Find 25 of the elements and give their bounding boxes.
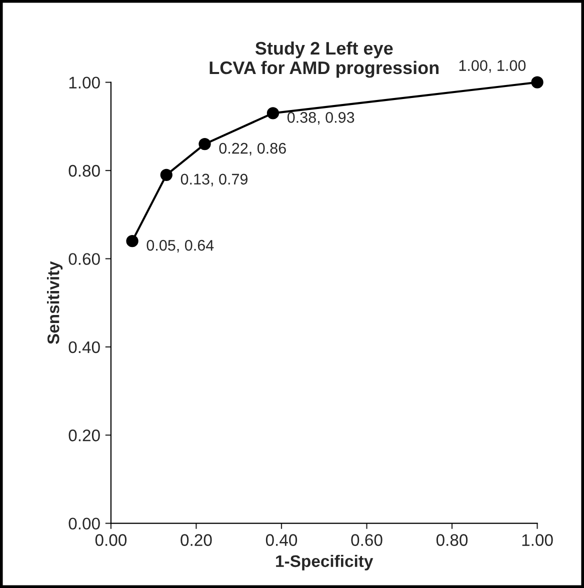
- x-axis-title: 1-Specificity: [276, 554, 374, 570]
- x-tick-label: 1.00: [522, 534, 553, 546]
- y-axis-title: Sensitivity: [47, 261, 63, 344]
- data-label: 0.22, 0.86: [219, 142, 286, 156]
- data-label: 1.00, 1.00: [459, 60, 526, 73]
- x-tick-label: 0.60: [351, 534, 382, 546]
- point: [531, 76, 544, 88]
- chart-title: Study 2 Left eye LCVA for AMD progression: [210, 41, 439, 78]
- x-tick-label: 0.40: [266, 534, 298, 546]
- point: [266, 107, 280, 120]
- x-tick-label: 0.00: [95, 534, 127, 546]
- x-tick-label: 0.80: [436, 534, 468, 546]
- data-label: 0.05, 0.64: [146, 240, 214, 253]
- y-tick-label: 1.00: [69, 76, 100, 89]
- point: [198, 138, 211, 150]
- y-tick-label: 0.40: [68, 341, 100, 354]
- x-tick-label: 0.20: [180, 534, 212, 546]
- data-label: 0.13, 0.79: [180, 174, 248, 186]
- point: [126, 235, 138, 248]
- point: [160, 168, 172, 182]
- data-label: 0.38, 0.93: [287, 112, 354, 125]
- y-tick-label: 0.80: [68, 164, 100, 177]
- y-tick-label: 0.00: [68, 518, 100, 530]
- y-tick-label: 0.60: [68, 253, 100, 265]
- y-tick-label: 0.20: [68, 430, 100, 442]
